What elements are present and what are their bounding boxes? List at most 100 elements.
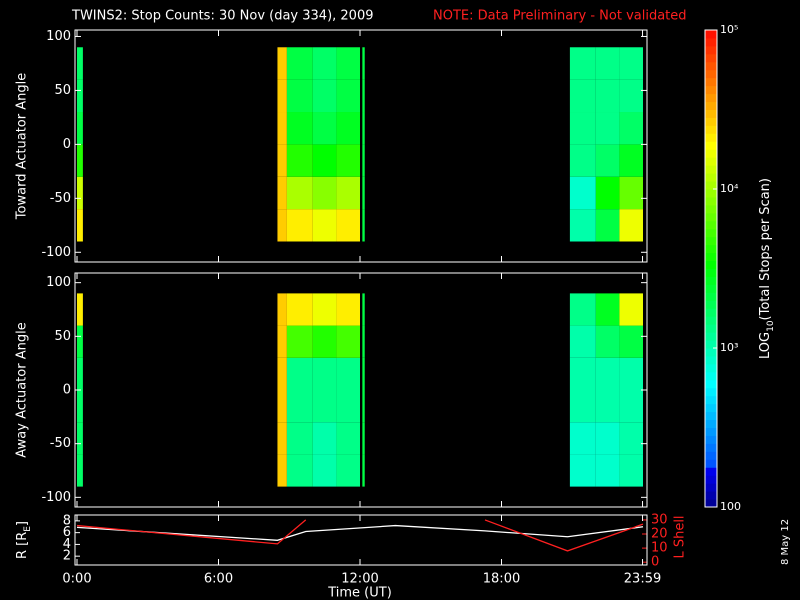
heat-cell: [312, 79, 337, 113]
heat-cell: [362, 325, 365, 358]
heat-cell: [77, 47, 83, 80]
heat-cell: [619, 390, 643, 423]
y-tick-label: -100: [41, 245, 71, 260]
colorbar-swatch: [705, 308, 717, 317]
heat-cell: [336, 454, 360, 487]
heat-cell: [595, 390, 620, 423]
heat-cell: [336, 293, 360, 326]
y-axis-label: Toward Actuator Angle: [15, 73, 30, 220]
heat-cell: [286, 144, 313, 177]
heat-cell: [595, 357, 620, 390]
heat-cell: [312, 112, 337, 145]
colorbar-swatch: [705, 196, 717, 206]
heat-cell: [569, 422, 596, 455]
heat-cell: [595, 47, 620, 80]
heat-cell: [277, 422, 287, 455]
colorbar-swatch: [705, 443, 717, 452]
x-tick-label: 23:59: [624, 572, 661, 587]
heat-cell: [362, 209, 365, 242]
colorbar-swatch: [705, 220, 717, 230]
heat-cell: [619, 209, 643, 242]
heat-cell: [569, 144, 596, 177]
heat-cell: [569, 176, 596, 210]
colorbar-swatch: [705, 268, 717, 277]
heat-cell: [286, 176, 313, 210]
colorbar-swatch: [705, 77, 717, 87]
y-axis-label-part: E: [23, 526, 33, 532]
heat-cell: [277, 47, 287, 80]
heat-cell: [362, 454, 365, 487]
heat-cell: [312, 390, 337, 423]
colorbar-swatch: [705, 379, 717, 389]
colorbar-swatch: [705, 284, 717, 293]
heat-cell: [336, 144, 360, 177]
y-tick-label: -50: [50, 436, 71, 451]
colorbar-swatch: [705, 85, 717, 95]
y-tick-label: 2: [63, 549, 71, 564]
y-axis-label: R [RE]: [15, 521, 33, 559]
heat-cell: [362, 357, 365, 390]
colorbar-swatch: [705, 228, 717, 238]
heat-cell: [362, 176, 365, 210]
x-axis-label: Time (UT): [327, 586, 392, 600]
colorbar-swatch: [705, 37, 717, 47]
heat-cell: [277, 209, 287, 242]
heat-cell: [77, 79, 83, 113]
heat-cell: [595, 112, 620, 145]
heat-cell: [312, 176, 337, 210]
heat-cell: [286, 112, 313, 145]
colorbar-swatch: [705, 173, 717, 182]
y-tick-label: 4: [63, 537, 71, 552]
y-tick-label: 50: [54, 329, 71, 344]
colorbar-swatch: [705, 61, 717, 71]
heat-cell: [286, 47, 313, 80]
heat-cell: [362, 79, 365, 113]
heat-cell: [336, 325, 360, 358]
note: NOTE: Data Preliminary - Not validated: [433, 9, 687, 24]
colorbar-tick-label: 100: [720, 500, 741, 513]
colorbar-swatch: [705, 395, 717, 405]
heat-cell: [619, 47, 643, 80]
y-tick-label: 0: [63, 383, 71, 398]
colorbar-swatch: [705, 332, 717, 341]
colorbar-swatch: [705, 236, 717, 246]
heat-cell: [595, 293, 620, 326]
colorbar-swatch: [705, 451, 717, 460]
heat-cell: [619, 422, 643, 455]
colorbar-swatch: [705, 363, 717, 373]
colorbar-swatch: [705, 427, 717, 436]
colorbar-swatch: [705, 260, 717, 269]
heat-cell: [277, 112, 287, 145]
heat-cell: [619, 144, 643, 177]
heat-cell: [569, 79, 596, 113]
heat-cell: [77, 176, 83, 210]
heat-cell: [277, 454, 287, 487]
colorbar-swatch: [705, 30, 717, 39]
heat-cell: [569, 325, 596, 358]
heat-cell: [619, 79, 643, 113]
colorbar-swatch: [705, 419, 717, 428]
y-tick-label: 50: [54, 83, 71, 98]
heat-cell: [77, 112, 83, 145]
colorbar-swatch: [705, 109, 717, 118]
heat-cell: [595, 325, 620, 358]
x-tick-label: 12:00: [341, 572, 378, 587]
heat-cell: [77, 390, 83, 423]
heat-cell: [362, 390, 365, 423]
heat-cell: [312, 454, 337, 487]
colorbar-swatch: [705, 411, 717, 421]
y-tick-label: 6: [63, 525, 71, 540]
heat-cell: [362, 293, 365, 326]
colorbar-tick-label: 10³: [720, 341, 738, 354]
heat-cell: [619, 112, 643, 145]
colorbar-label-part: 10: [766, 320, 776, 332]
heat-cell: [336, 422, 360, 455]
plot-frame: [74, 272, 648, 508]
heat-cell: [336, 357, 360, 390]
colorbar-frame: [704, 29, 718, 508]
colorbar-swatch: [705, 53, 717, 63]
heat-cell: [312, 293, 337, 326]
heat-cell: [595, 209, 620, 242]
colorbar-label-part: (Total Stops per Scan): [758, 178, 773, 320]
heat-cell: [569, 293, 596, 326]
